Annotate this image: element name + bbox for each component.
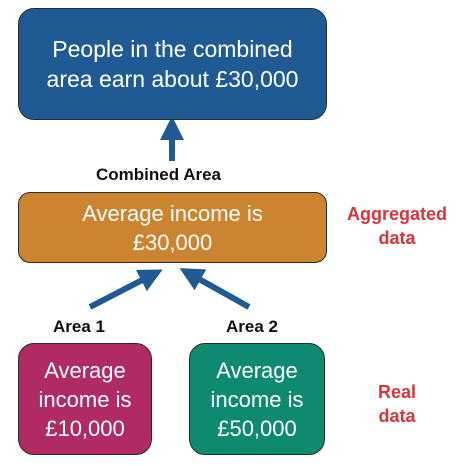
area-1-box: Average income is £10,000 — [18, 343, 152, 455]
area-1-label: Area 1 — [53, 317, 105, 337]
aggregated-data-label: Aggregated data — [338, 202, 456, 250]
combined-average-box: Average income is £30,000 — [18, 192, 327, 263]
combined-area-label: Combined Area — [96, 165, 221, 185]
area-2-label: Area 2 — [226, 317, 278, 337]
combined-conclusion-box: People in the combined area earn about £… — [18, 8, 327, 120]
arrow-area2-to-combined — [190, 274, 249, 307]
area-2-box: Average income is £50,000 — [189, 343, 325, 455]
real-data-label: Real data — [350, 380, 444, 428]
arrow-area1-to-combined — [90, 275, 152, 307]
